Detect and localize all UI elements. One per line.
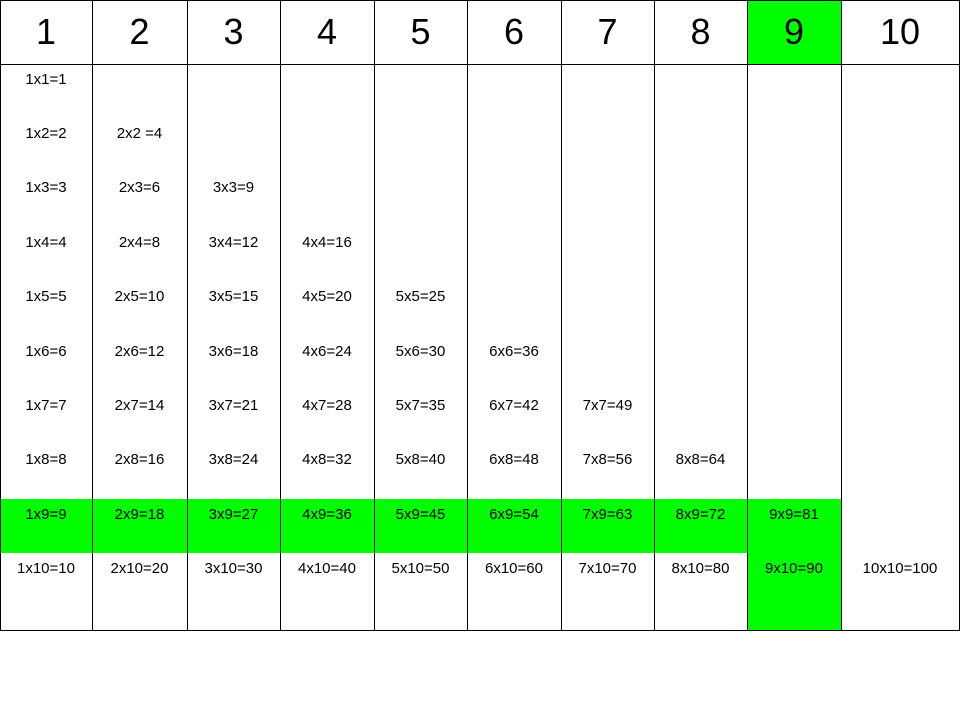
column-divider bbox=[187, 0, 188, 631]
column-divider bbox=[0, 0, 1, 631]
table-cell: 1x4=4 bbox=[25, 233, 67, 251]
column-header: 9 bbox=[783, 11, 805, 52]
table-cell: 2x2 =4 bbox=[116, 124, 163, 142]
table-cell: 2x5=10 bbox=[114, 288, 165, 306]
table-cell: 4x7=28 bbox=[302, 396, 352, 414]
column-divider bbox=[280, 0, 281, 631]
table-cell: 3x9=27 bbox=[208, 505, 259, 523]
table-cell: 2x6=12 bbox=[114, 342, 165, 360]
highlight-column-band bbox=[747, 499, 841, 630]
column-divider bbox=[561, 0, 562, 631]
table-cell: 4x9=36 bbox=[302, 505, 352, 523]
highlight-row-band bbox=[0, 499, 841, 553]
column-header: 4 bbox=[316, 11, 338, 52]
table-cell: 5x9=45 bbox=[395, 505, 446, 523]
table-cell: 5x10=50 bbox=[391, 560, 450, 578]
table-cell: 2x7=14 bbox=[114, 396, 165, 414]
column-divider bbox=[374, 0, 375, 631]
table-cell: 3x4=12 bbox=[208, 233, 259, 251]
bottom-border bbox=[0, 630, 960, 631]
table-cell: 1x2=2 bbox=[25, 124, 67, 142]
table-cell: 1x1=1 bbox=[25, 70, 67, 88]
table-cell: 1x3=3 bbox=[25, 179, 67, 197]
column-header: 2 bbox=[129, 11, 150, 52]
table-cell: 1x7=7 bbox=[25, 396, 67, 414]
table-cell: 1x8=8 bbox=[25, 451, 67, 469]
column-header: 10 bbox=[879, 11, 921, 52]
table-cell: 1x5=5 bbox=[25, 288, 67, 306]
table-cell: 7x9=63 bbox=[582, 505, 633, 523]
table-cell: 7x8=56 bbox=[582, 451, 633, 469]
column-header: 8 bbox=[690, 11, 711, 52]
table-cell: 2x4=8 bbox=[118, 233, 161, 251]
table-cell: 2x3=6 bbox=[118, 179, 161, 197]
column-divider bbox=[654, 0, 655, 631]
column-divider bbox=[747, 0, 748, 631]
table-cell: 3x5=15 bbox=[208, 288, 259, 306]
table-cell: 5x6=30 bbox=[395, 342, 446, 360]
table-cell: 6x6=36 bbox=[489, 342, 539, 360]
table-cell: 4x8=32 bbox=[302, 451, 352, 469]
table-cell: 1x6=6 bbox=[25, 342, 67, 360]
table-cell: 4x6=24 bbox=[302, 342, 352, 360]
table-cell: 2x8=16 bbox=[114, 451, 165, 469]
table-cell: 7x10=70 bbox=[578, 560, 637, 578]
highlight-header-cell bbox=[747, 0, 841, 64]
table-cell: 9x9=81 bbox=[769, 505, 819, 523]
table-cell: 2x9=18 bbox=[114, 505, 165, 523]
table-cell: 6x8=48 bbox=[489, 451, 539, 469]
table-cell: 4x10=40 bbox=[298, 560, 356, 578]
table-cell: 3x8=24 bbox=[208, 451, 259, 469]
table-cell: 4x5=20 bbox=[302, 288, 352, 306]
table-cell: 5x8=40 bbox=[395, 451, 446, 469]
table-cell: 5x7=35 bbox=[395, 396, 446, 414]
table-cell: 1x9=9 bbox=[25, 505, 67, 523]
table-cell: 3x10=30 bbox=[204, 560, 263, 578]
table-cell: 8x10=80 bbox=[671, 560, 730, 578]
table-cell: 10x10=100 bbox=[862, 560, 938, 578]
table-cell: 2x10=20 bbox=[110, 560, 169, 578]
table-cell: 9x10=90 bbox=[765, 560, 823, 578]
column-header: 7 bbox=[597, 11, 618, 52]
column-header: 1 bbox=[35, 11, 57, 52]
column-divider bbox=[92, 0, 93, 631]
table-cell: 3x6=18 bbox=[208, 342, 259, 360]
column-header: 6 bbox=[503, 11, 525, 52]
table-cell: 8x9=72 bbox=[675, 505, 726, 523]
table-cell: 7x7=49 bbox=[582, 396, 633, 414]
column-divider bbox=[841, 0, 842, 631]
table-cell: 4x4=16 bbox=[302, 233, 352, 251]
table-cell: 6x10=60 bbox=[485, 560, 543, 578]
table-cell: 1x10=10 bbox=[17, 560, 75, 578]
column-header: 5 bbox=[410, 11, 431, 52]
header-divider bbox=[0, 64, 960, 65]
column-header: 3 bbox=[223, 11, 244, 52]
table-cell: 5x5=25 bbox=[395, 288, 446, 306]
column-divider bbox=[467, 0, 468, 631]
table-cell: 6x9=54 bbox=[489, 505, 539, 523]
top-border bbox=[0, 0, 960, 1]
table-cell: 3x7=21 bbox=[208, 396, 259, 414]
table-cell: 3x3=9 bbox=[212, 179, 255, 197]
table-cell: 8x8=64 bbox=[675, 451, 726, 469]
table-cell: 6x7=42 bbox=[489, 396, 539, 414]
